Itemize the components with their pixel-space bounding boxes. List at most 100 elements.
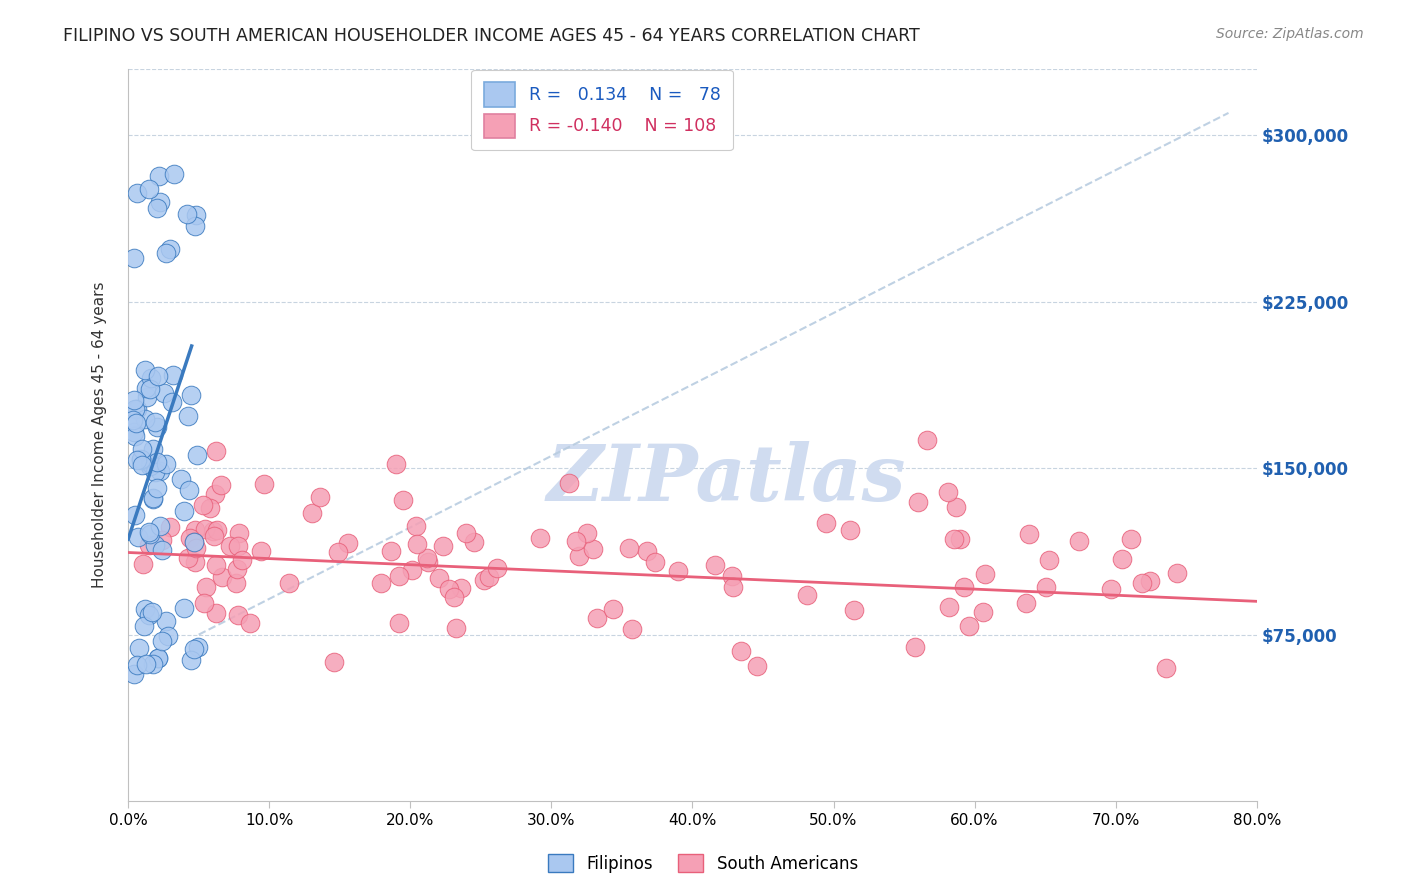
Point xyxy=(148,651,170,665)
Point xyxy=(231,553,253,567)
Point xyxy=(183,534,205,549)
Point xyxy=(721,569,744,583)
Point xyxy=(204,487,226,501)
Point xyxy=(416,550,439,565)
Point xyxy=(385,457,408,471)
Point xyxy=(142,491,165,506)
Point xyxy=(1018,527,1040,541)
Point xyxy=(176,207,198,221)
Point xyxy=(205,606,228,620)
Point xyxy=(1132,576,1154,591)
Point xyxy=(250,544,273,558)
Point xyxy=(443,590,465,604)
Point xyxy=(138,182,160,196)
Point xyxy=(200,500,222,515)
Point xyxy=(177,409,200,424)
Legend: R =   0.134    N =   78, R = -0.140    N = 108: R = 0.134 N = 78, R = -0.140 N = 108 xyxy=(471,70,733,150)
Point xyxy=(124,401,146,416)
Point xyxy=(225,575,247,590)
Point xyxy=(478,570,501,584)
Point xyxy=(146,455,169,469)
Point xyxy=(842,602,865,616)
Point xyxy=(139,382,162,396)
Point xyxy=(134,601,156,615)
Point xyxy=(149,519,172,533)
Point xyxy=(252,476,274,491)
Point xyxy=(138,538,160,552)
Point xyxy=(122,425,145,440)
Text: Source: ZipAtlas.com: Source: ZipAtlas.com xyxy=(1216,27,1364,41)
Point xyxy=(145,201,167,215)
Point xyxy=(150,543,173,558)
Point xyxy=(180,653,202,667)
Point xyxy=(184,208,207,222)
Point xyxy=(666,565,689,579)
Point xyxy=(183,535,205,549)
Point xyxy=(202,529,225,543)
Point xyxy=(621,622,644,636)
Point xyxy=(427,571,450,585)
Point xyxy=(973,566,995,581)
Point xyxy=(128,641,150,656)
Point xyxy=(401,563,423,577)
Point xyxy=(211,570,233,584)
Point xyxy=(907,494,929,508)
Point xyxy=(815,516,838,530)
Point xyxy=(328,544,350,558)
Point xyxy=(150,533,173,547)
Point xyxy=(124,508,146,523)
Point xyxy=(472,573,495,587)
Point xyxy=(149,195,172,210)
Point xyxy=(1014,596,1036,610)
Point xyxy=(586,610,609,624)
Point xyxy=(131,458,153,472)
Point xyxy=(122,252,145,266)
Point xyxy=(170,472,193,486)
Point xyxy=(124,429,146,443)
Point xyxy=(139,371,162,385)
Point xyxy=(1154,661,1177,675)
Point xyxy=(450,582,472,596)
Point xyxy=(972,605,994,619)
Point xyxy=(162,368,184,382)
Point xyxy=(163,167,186,181)
Point xyxy=(138,608,160,623)
Point xyxy=(195,580,218,594)
Point xyxy=(153,385,176,400)
Point xyxy=(143,538,166,552)
Point xyxy=(938,600,960,615)
Point xyxy=(904,640,927,655)
Point xyxy=(456,526,478,541)
Point xyxy=(439,582,461,596)
Point xyxy=(277,576,299,591)
Point xyxy=(179,531,201,545)
Point xyxy=(160,394,183,409)
Point xyxy=(301,507,323,521)
Point xyxy=(125,658,148,673)
Point xyxy=(938,485,960,500)
Point xyxy=(135,657,157,671)
Point xyxy=(948,532,970,546)
Point xyxy=(159,520,181,534)
Point xyxy=(226,608,249,623)
Point xyxy=(432,540,454,554)
Point xyxy=(149,464,172,478)
Point xyxy=(184,523,207,537)
Point xyxy=(636,544,658,558)
Point xyxy=(226,562,249,576)
Point xyxy=(194,522,217,536)
Point xyxy=(183,219,205,233)
Point xyxy=(617,541,640,555)
Point xyxy=(723,580,745,594)
Point xyxy=(370,576,392,591)
Point xyxy=(148,169,170,184)
Point xyxy=(1139,574,1161,589)
Point xyxy=(202,524,225,538)
Point xyxy=(122,667,145,681)
Y-axis label: Householder Income Ages 45 - 64 years: Householder Income Ages 45 - 64 years xyxy=(93,282,107,588)
Point xyxy=(205,444,228,458)
Text: ZIPatlas: ZIPatlas xyxy=(547,441,905,517)
Point xyxy=(745,659,768,673)
Point xyxy=(122,412,145,426)
Point xyxy=(127,530,149,544)
